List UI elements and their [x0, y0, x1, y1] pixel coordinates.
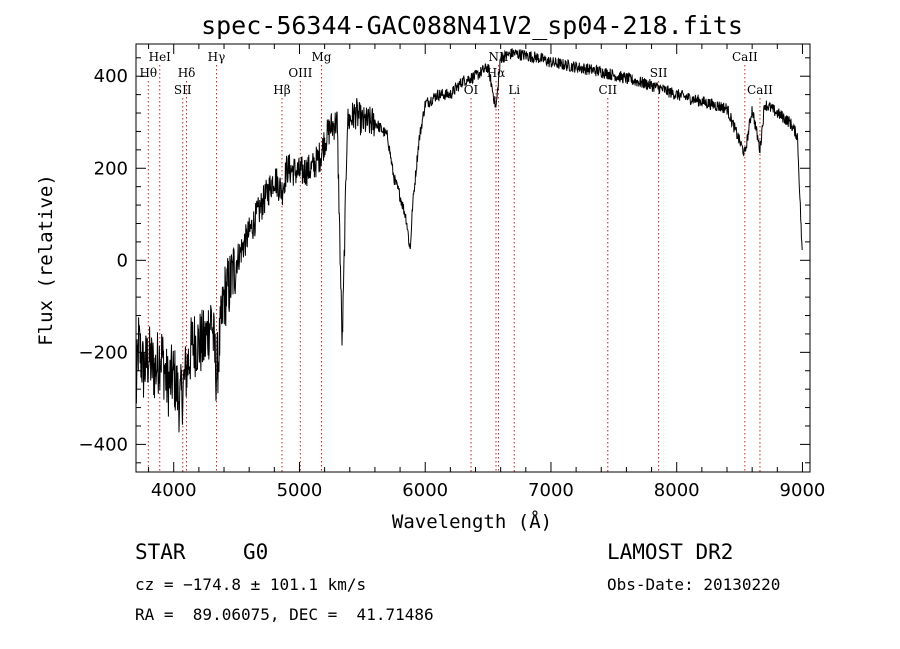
spectral-line-label: Hβ — [273, 83, 290, 97]
spectral-line-label: CaII — [732, 50, 758, 64]
object-subclass: G0 — [243, 540, 269, 564]
y-axis-title: Flux (relative) — [35, 174, 57, 346]
axis-ticks: 4000 5000 6000 7000 8000 9000 −400 −200 0 200 400 — [79, 44, 826, 501]
observation-date: Obs-Date: 20130220 — [607, 575, 781, 594]
spectral-line-label: HeI — [149, 50, 172, 64]
object-class: STAR — [135, 540, 186, 564]
y-tick-label: 0 — [117, 250, 128, 271]
survey-name: LAMOST DR2 — [607, 540, 734, 564]
x-tick-label: 9000 — [780, 480, 826, 501]
coordinates: RA = 89.06075, DEC = 41.71486 — [135, 605, 434, 624]
redshift-info: cz = −174.8 ± 101.1 km/s — [135, 575, 367, 594]
spectral-line-label: Mg — [311, 50, 331, 64]
spectral-line-label: Hγ — [208, 50, 226, 64]
y-tick-label: 400 — [94, 66, 128, 87]
y-tick-label: −200 — [79, 342, 128, 363]
y-tick-label: −400 — [79, 434, 128, 455]
x-tick-label: 7000 — [528, 480, 574, 501]
spectral-line-label: SII — [174, 83, 192, 97]
spectral-line-label: OI — [464, 83, 479, 97]
x-axis-title: Wavelength (Å) — [392, 510, 552, 533]
spectral-line-label: CaII — [747, 83, 773, 97]
chart-title: spec-56344-GAC088N41V2_sp04-218.fits — [201, 11, 743, 40]
spectral-line-label: SII — [650, 66, 668, 80]
spectral-line-label: OIII — [288, 66, 312, 80]
spectral-line-label: Hθ — [139, 66, 157, 80]
spectral-line-label: CII — [598, 83, 617, 97]
spectrum-line — [135, 48, 803, 433]
spectral-line-label: Hδ — [178, 66, 196, 80]
x-tick-label: 8000 — [654, 480, 700, 501]
x-tick-label: 5000 — [277, 480, 323, 501]
spectral-line-label: Hα — [487, 66, 506, 80]
plot-frame — [135, 43, 811, 473]
spectral-line-label: Li — [508, 83, 520, 97]
y-tick-label: 200 — [94, 158, 128, 179]
x-tick-label: 6000 — [402, 480, 448, 501]
x-tick-label: 4000 — [151, 480, 197, 501]
